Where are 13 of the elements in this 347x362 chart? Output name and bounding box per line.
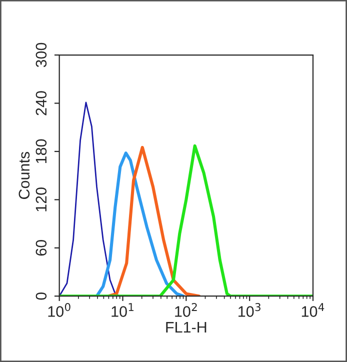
y-axis-title: Counts <box>18 152 30 199</box>
x-tick-label: 10$^{1}$ <box>112 303 134 317</box>
x-axis-title: FL1-H <box>166 322 206 333</box>
x-tick-label: 10$^{2}$ <box>175 303 197 317</box>
y-tick-label: 120 <box>36 188 47 212</box>
y-tick-label: 60 <box>36 240 47 256</box>
y-tick-label: 0 <box>36 292 47 300</box>
x-tick-label: 10$^{4}$ <box>302 303 324 317</box>
x-tick-label: 10$^{3}$ <box>238 303 260 317</box>
x-tick-label: 10$^{0}$ <box>48 303 70 317</box>
y-tick-label: 240 <box>36 91 47 116</box>
y-tick-label: 300 <box>36 42 47 68</box>
y-tick-label: 180 <box>36 139 47 164</box>
